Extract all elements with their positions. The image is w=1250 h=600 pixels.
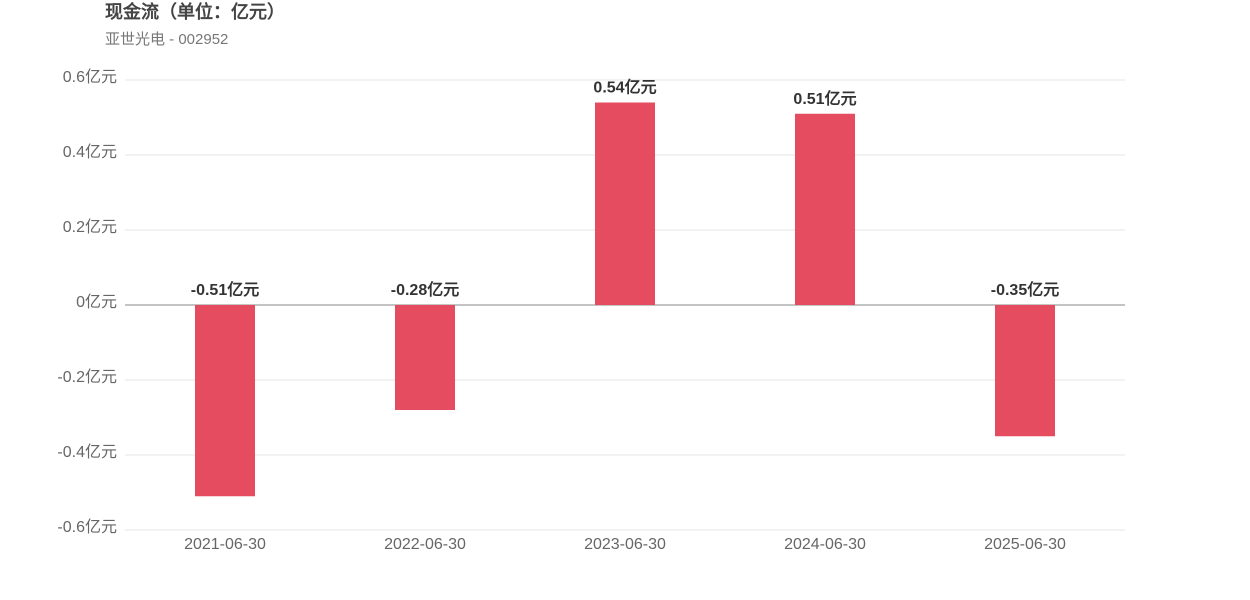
- x-tick-label: 2023-06-30: [584, 536, 666, 553]
- bar: [395, 305, 455, 410]
- x-tick-label: 2022-06-30: [384, 536, 466, 553]
- y-tick-label: 0.4亿元: [63, 143, 117, 161]
- bar: [595, 102, 655, 305]
- bar: [195, 305, 255, 497]
- value-label: -0.51亿元: [191, 280, 259, 299]
- x-tick-label: 2021-06-30: [184, 536, 266, 553]
- y-tick-label: 0亿元: [76, 293, 117, 311]
- y-tick-label: -0.2亿元: [57, 368, 117, 386]
- value-label: 0.51亿元: [793, 89, 856, 108]
- y-tick-label: -0.4亿元: [57, 443, 117, 461]
- chart-title: 现金流（单位：亿元）: [105, 1, 285, 22]
- y-tick-label: 0.2亿元: [63, 218, 117, 236]
- chart-subtitle: 亚世光电 - 002952: [105, 31, 228, 48]
- value-label: -0.35亿元: [991, 280, 1059, 299]
- bar: [795, 113, 855, 305]
- x-tick-label: 2024-06-30: [784, 536, 866, 553]
- bar: [995, 305, 1055, 437]
- value-label: 0.54亿元: [593, 78, 656, 97]
- value-label: -0.28亿元: [391, 280, 459, 299]
- y-tick-label: -0.6亿元: [57, 518, 117, 536]
- x-tick-label: 2025-06-30: [984, 536, 1066, 553]
- y-tick-label: 0.6亿元: [63, 68, 117, 86]
